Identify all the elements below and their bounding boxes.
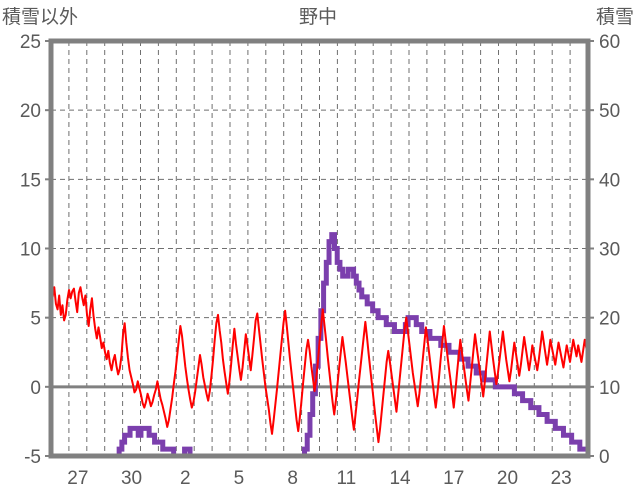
svg-text:17: 17 — [443, 468, 464, 489]
svg-text:27: 27 — [67, 468, 88, 489]
svg-text:11: 11 — [336, 468, 356, 489]
svg-text:30: 30 — [121, 468, 142, 489]
svg-text:2: 2 — [180, 468, 191, 489]
svg-text:-5: -5 — [24, 447, 41, 468]
svg-text:5: 5 — [234, 468, 245, 489]
svg-text:30: 30 — [599, 240, 620, 261]
svg-text:0: 0 — [30, 378, 41, 399]
series-other-line — [50, 286, 589, 444]
svg-text:10: 10 — [20, 240, 41, 261]
svg-text:15: 15 — [20, 170, 41, 191]
svg-text:23: 23 — [551, 468, 572, 489]
svg-text:0: 0 — [599, 447, 610, 468]
svg-text:60: 60 — [599, 32, 620, 53]
svg-text:5: 5 — [30, 309, 41, 330]
svg-text:50: 50 — [599, 101, 620, 122]
gridlines — [51, 41, 588, 456]
svg-text:20: 20 — [497, 468, 518, 489]
series-snow-line — [51, 232, 591, 459]
svg-text:8: 8 — [287, 468, 298, 489]
svg-text:40: 40 — [599, 170, 620, 191]
svg-text:25: 25 — [20, 32, 41, 53]
chart-title: 野中 — [298, 7, 337, 28]
left-axis-title: 積雪以外 — [2, 7, 79, 28]
svg-text:20: 20 — [599, 309, 620, 330]
svg-text:20: 20 — [20, 101, 41, 122]
right-axis-title: 積雪 — [595, 7, 634, 28]
svg-text:14: 14 — [389, 468, 411, 489]
svg-text:10: 10 — [599, 378, 620, 399]
